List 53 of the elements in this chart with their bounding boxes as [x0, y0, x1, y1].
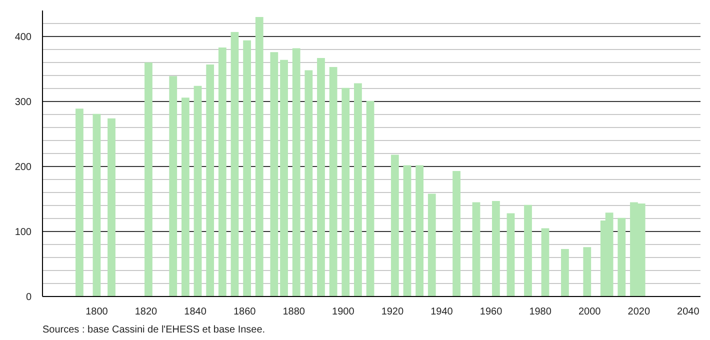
x-tick-label: 1800 — [86, 306, 108, 318]
bar — [108, 118, 116, 296]
x-tick-label: 1840 — [184, 306, 207, 318]
bar — [452, 171, 460, 296]
bar — [329, 67, 338, 296]
bar — [218, 48, 226, 296]
x-tick-label: 1820 — [134, 306, 158, 318]
y-tick-label: 400 — [14, 32, 32, 43]
bar — [524, 204, 532, 296]
bar — [230, 32, 239, 296]
y-tick-label: 100 — [14, 227, 32, 238]
bar — [354, 83, 362, 296]
x-tick-label: 1940 — [430, 306, 454, 318]
bar — [506, 213, 515, 296]
bar — [416, 165, 424, 296]
bar — [181, 98, 190, 296]
source-note: Sources : base Cassini de l'EHESS et base Insee. — [42, 324, 266, 336]
bar — [618, 218, 626, 296]
bar — [561, 249, 569, 296]
bar — [492, 200, 500, 296]
bar — [270, 52, 278, 296]
bar — [76, 108, 84, 296]
bar — [194, 86, 202, 296]
bar — [403, 165, 412, 296]
x-tick-label: 1980 — [529, 306, 552, 318]
bar — [317, 58, 325, 296]
bar — [169, 76, 178, 296]
bar — [472, 202, 480, 296]
bar — [243, 40, 251, 296]
bar — [280, 60, 288, 296]
bar — [304, 70, 313, 296]
bar — [428, 194, 436, 296]
bar — [255, 17, 264, 296]
x-tick-label: 2040 — [677, 306, 700, 318]
x-tick-label: 2000 — [578, 306, 602, 318]
x-tick-label: 2020 — [628, 306, 650, 318]
bar — [144, 62, 152, 296]
bar — [342, 88, 350, 296]
x-tick-label: 1880 — [282, 306, 306, 318]
x-tick-label: 1860 — [233, 306, 256, 318]
bar — [541, 228, 550, 296]
x-tick-label: 1900 — [332, 306, 355, 318]
bar — [366, 100, 374, 296]
bar — [206, 64, 214, 296]
y-tick-label: 200 — [14, 162, 32, 173]
bar — [390, 154, 399, 296]
x-tick-label: 1920 — [381, 306, 404, 318]
bar — [92, 114, 101, 296]
y-tick-label: 0 — [26, 292, 32, 303]
bar — [292, 48, 300, 296]
x-tick-label: 1960 — [480, 306, 503, 318]
bar — [583, 247, 592, 296]
y-tick-label: 300 — [14, 97, 32, 108]
